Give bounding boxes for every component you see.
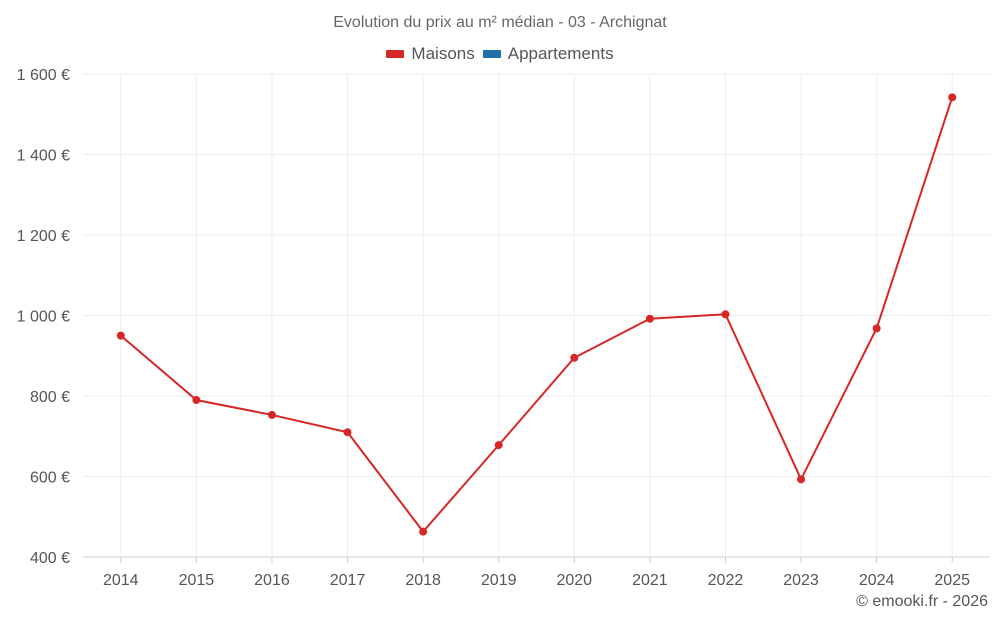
- legend-label-maisons: Maisons: [411, 44, 475, 63]
- x-tick-label: 2019: [481, 572, 517, 589]
- x-tick-label: 2016: [254, 572, 290, 589]
- legend-swatch-maisons: [386, 50, 405, 58]
- x-tick-label: 2015: [179, 572, 215, 589]
- y-tick-label: 1 200 €: [17, 228, 70, 245]
- legend-item-maisons[interactable]: Maisons: [386, 44, 475, 64]
- chart-title: Evolution du prix au m² médian - 03 - Ar…: [333, 14, 667, 31]
- y-tick-label: 800 €: [30, 389, 70, 406]
- x-tick-label: 2021: [632, 572, 668, 589]
- x-tick-label: 2020: [556, 572, 592, 589]
- data-point: [721, 310, 730, 319]
- chart-legend: Maisons Appartements: [0, 44, 1000, 64]
- data-point: [116, 331, 125, 340]
- x-tick-label: 2023: [783, 572, 819, 589]
- y-tick-label: 1 600 €: [17, 67, 70, 84]
- x-tick-label: 2018: [405, 572, 441, 589]
- data-point: [645, 314, 654, 323]
- data-point: [343, 428, 352, 437]
- y-tick-label: 600 €: [30, 470, 70, 487]
- x-tick-label: 2024: [859, 572, 895, 589]
- x-tick-label: 2025: [934, 572, 970, 589]
- data-point: [948, 93, 957, 102]
- legend-swatch-appartements: [482, 50, 501, 58]
- data-point: [267, 410, 276, 419]
- y-tick-label: 1 000 €: [17, 309, 70, 326]
- x-tick-label: 2017: [330, 572, 366, 589]
- x-tick-label: 2022: [708, 572, 744, 589]
- data-point: [797, 475, 806, 484]
- copyright-credit: © emooki.fr - 2026: [856, 593, 988, 610]
- x-tick-label: 2014: [103, 572, 139, 589]
- y-tick-label: 1 400 €: [17, 148, 70, 165]
- data-point: [419, 527, 428, 536]
- series-line-maisons: [120, 97, 954, 534]
- y-tick-label: 400 €: [30, 550, 70, 567]
- data-point: [570, 353, 579, 362]
- data-point: [192, 396, 201, 405]
- legend-label-appartements: Appartements: [507, 44, 614, 63]
- legend-item-appartements[interactable]: Appartements: [482, 44, 614, 64]
- data-point: [494, 441, 503, 450]
- data-point: [872, 324, 881, 333]
